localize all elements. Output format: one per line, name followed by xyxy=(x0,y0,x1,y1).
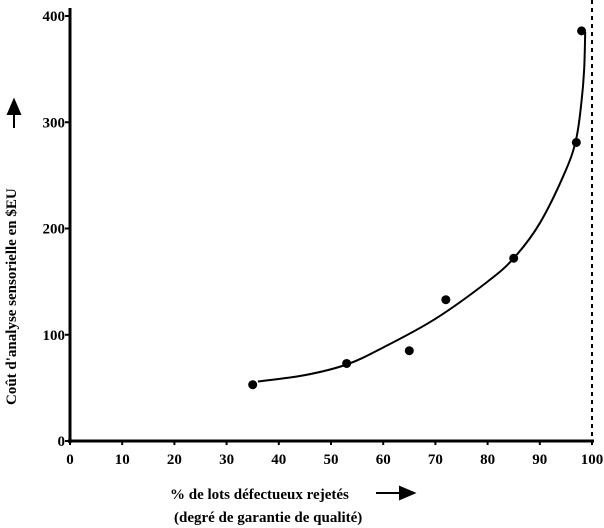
x-tick-label: 10 xyxy=(115,452,130,468)
y-tick-label: 400 xyxy=(43,9,66,25)
data-points xyxy=(248,26,587,390)
data-point xyxy=(441,295,451,305)
y-tick-label: 0 xyxy=(58,434,66,450)
x-tick-label: 90 xyxy=(532,452,547,468)
x-axis-label-secondary: (degré de garantie de qualité) xyxy=(174,510,362,526)
data-point xyxy=(577,26,587,36)
x-tick-label: 20 xyxy=(167,452,182,468)
y-tick-label: 300 xyxy=(43,115,66,131)
x-tick-label: 100 xyxy=(581,452,604,468)
y-tick-label: 100 xyxy=(43,328,66,344)
x-tick-label: 0 xyxy=(66,452,74,468)
y-tick-label: 200 xyxy=(43,222,66,238)
x-tick-label: 80 xyxy=(480,452,495,468)
x-tick-label: 70 xyxy=(428,452,443,468)
x-tick-label: 30 xyxy=(219,452,234,468)
x-arrow-icon xyxy=(376,485,417,501)
x-tick-label: 60 xyxy=(376,452,391,468)
data-point xyxy=(342,358,352,368)
x-tick-label: 40 xyxy=(271,452,286,468)
axes xyxy=(68,8,594,443)
x-tick-label: 50 xyxy=(324,452,339,468)
ticks: 0 10 20 30 40 50 60 70 80 90 100 0 100 200 300 400 xyxy=(43,9,604,468)
fit-curve xyxy=(257,31,587,383)
y-arrow-icon xyxy=(6,97,22,128)
data-point xyxy=(571,137,581,147)
data-point xyxy=(404,346,414,356)
x-axis-label: % de lots défectueux rejetés xyxy=(170,487,349,503)
data-point xyxy=(248,380,258,390)
data-point xyxy=(509,253,519,263)
y-axis-label: Coût d'analyse sensorielle en $EU xyxy=(4,188,20,405)
